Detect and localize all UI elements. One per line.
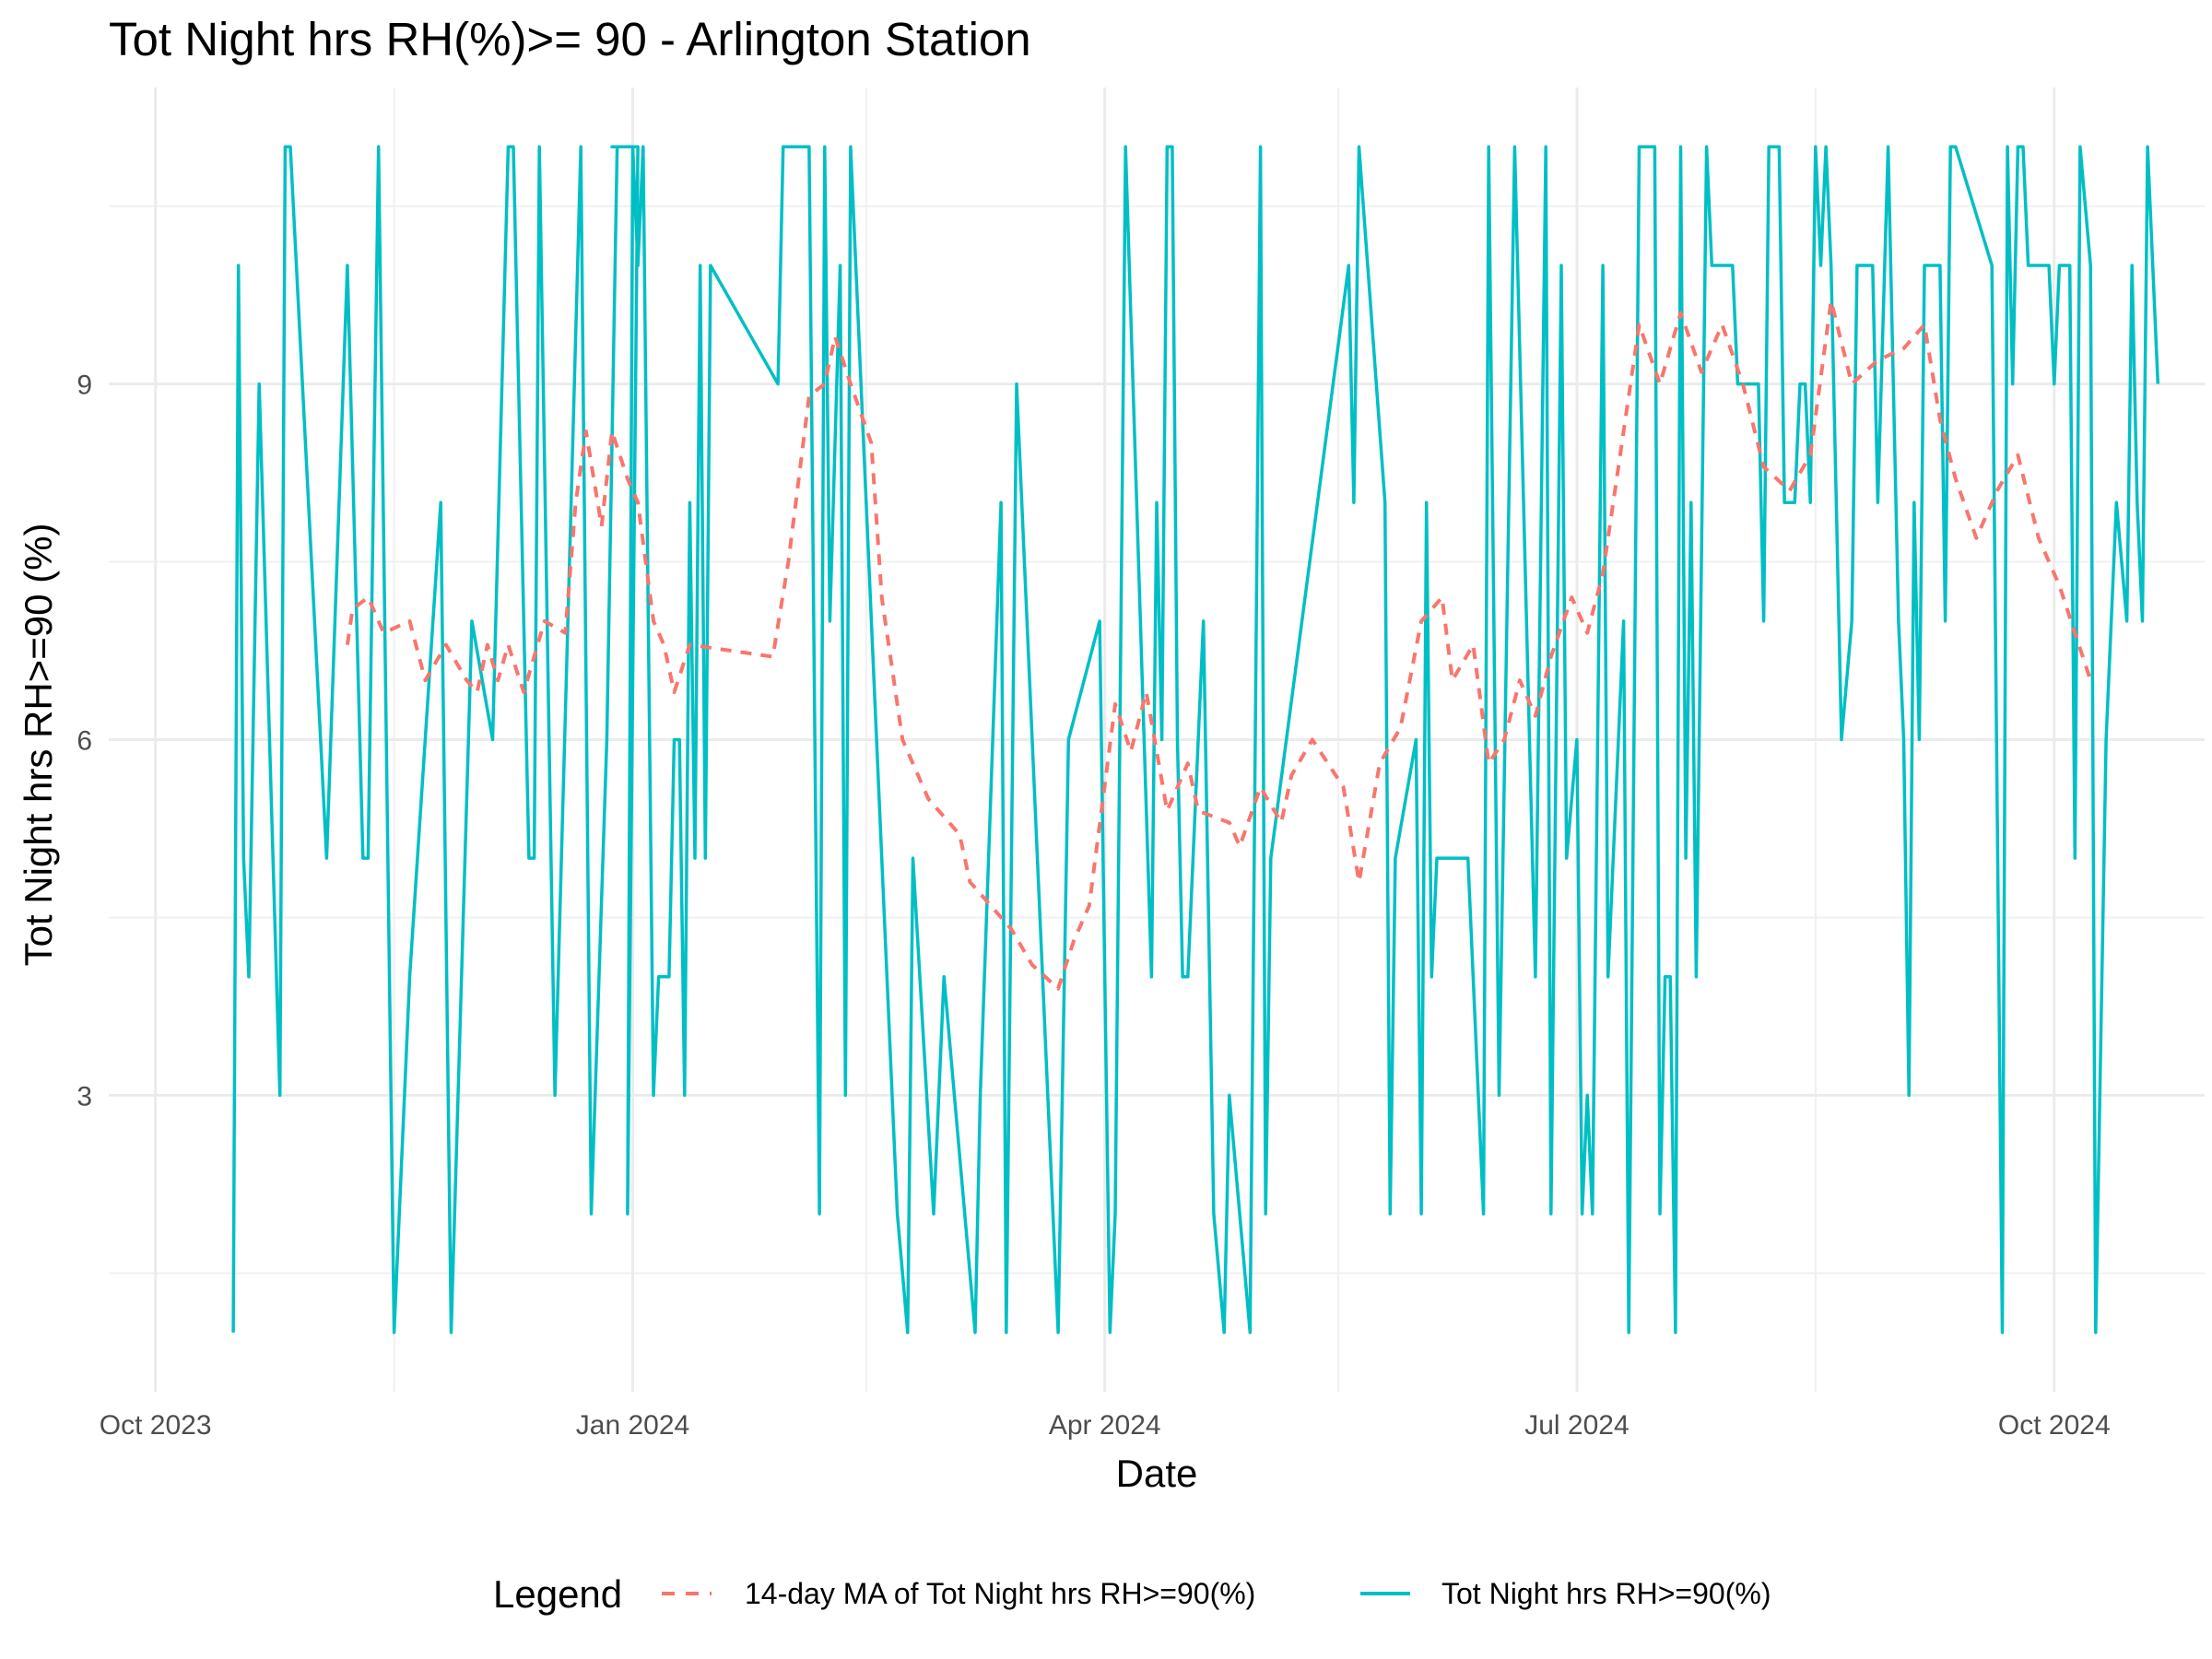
series-line-daily (231, 145, 2160, 1335)
chart-title: Tot Night hrs RH(%)>= 90 - Arlington Sta… (109, 13, 1031, 65)
y-axis-title: Tot Night hrs RH>=90 (%) (17, 524, 60, 967)
tick-labels: 3 6 9 Oct 2023 Jan 2024 Apr 2024 Jul 2024 Oct 2… (76, 371, 2110, 1441)
x-tick-label: Oct 2024 (1998, 1410, 2111, 1441)
x-tick-label: Oct 2023 (100, 1410, 212, 1441)
legend-label-daily: Tot Night hrs RH>=90(%) (1441, 1577, 1771, 1610)
y-tick-label: 9 (76, 371, 92, 401)
x-tick-label: Jul 2024 (1524, 1410, 1629, 1441)
legend-title: Legend (493, 1572, 622, 1616)
y-tick-label: 3 (76, 1081, 92, 1112)
y-tick-label: 6 (76, 726, 92, 757)
series-line-moving-average (345, 299, 2093, 991)
x-axis-title: Date (1116, 1452, 1198, 1495)
legend: Legend 14-day MA of Tot Night hrs RH>=90… (493, 1572, 1771, 1616)
series-layer (231, 145, 2160, 1335)
x-tick-label: Jan 2024 (576, 1410, 689, 1441)
legend-label-ma: 14-day MA of Tot Night hrs RH>=90(%) (745, 1577, 1255, 1610)
x-tick-label: Apr 2024 (1049, 1410, 1161, 1441)
